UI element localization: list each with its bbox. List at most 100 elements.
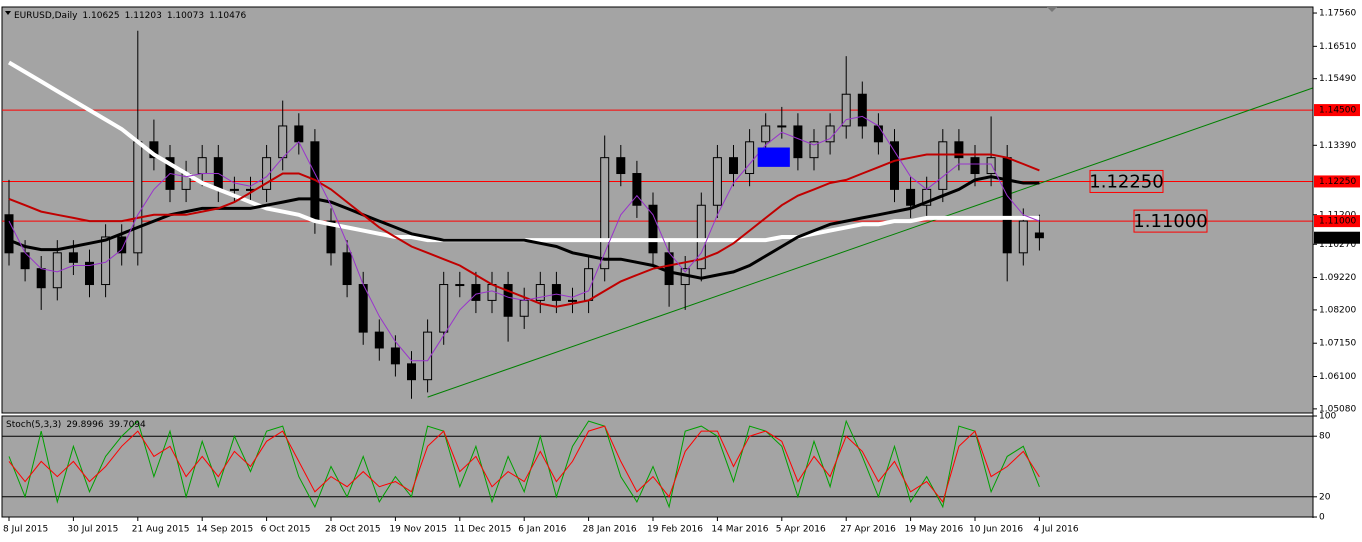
candle-body	[632, 173, 642, 206]
title: Stoch(5,3,3)	[6, 420, 61, 430]
level-tag	[1314, 104, 1360, 117]
candle-body	[1002, 157, 1012, 254]
panel-header: Stoch(5,3,3) 29.8996 39.7094	[6, 420, 146, 430]
y-tick-label: 1.05080	[1319, 404, 1356, 414]
x-tick-label: 6 Jan 2016	[518, 525, 566, 535]
candle-body	[664, 252, 674, 286]
candle-body	[761, 125, 771, 143]
x-tick-label: 4 Jul 2016	[1033, 525, 1078, 535]
candle-body	[262, 157, 272, 190]
y-tick-label: 1.08200	[1319, 305, 1356, 315]
y-tick-label: 1.15490	[1319, 74, 1356, 84]
candle-body	[407, 363, 416, 381]
candle-body	[36, 268, 46, 289]
candle-body	[600, 157, 610, 270]
rectangle-object	[757, 147, 790, 167]
level-box-label: 1.12250	[1089, 171, 1163, 192]
stoch-line	[8, 425, 1040, 503]
candle-body	[519, 299, 529, 317]
x-tick-label: 10 Jun 2016	[969, 525, 1023, 535]
y-tick-label: 1.06100	[1319, 372, 1356, 382]
moving-average	[8, 153, 1040, 308]
level-tag	[1314, 175, 1360, 188]
x-tick-label: 6 Oct 2015	[261, 525, 311, 535]
x-tick-label: 21 Aug 2015	[132, 525, 190, 535]
y-tick-label: 0	[1319, 513, 1325, 523]
x-tick-label: 19 Feb 2016	[647, 525, 703, 535]
candle-body	[938, 141, 948, 190]
candle-body	[197, 157, 207, 175]
panel-header: EURUSD,Daily 1.10625 1.11203 1.10073 1.10476	[14, 11, 247, 21]
candle-body	[793, 125, 803, 159]
y-tick-label: 100	[1319, 412, 1336, 422]
candle-body	[133, 141, 143, 254]
candle-body	[423, 331, 433, 381]
header-value: 1.10073	[167, 11, 204, 21]
candle-body	[374, 331, 384, 349]
candle-body	[616, 157, 626, 175]
header-value: 29.8996	[66, 420, 103, 430]
candle-body	[777, 125, 787, 128]
candle-body	[85, 261, 94, 286]
x-tick-label: 8 Jul 2015	[3, 525, 48, 535]
x-tick-label: 5 Apr 2016	[776, 525, 826, 535]
header-value: 1.10625	[82, 11, 119, 21]
moving-average	[8, 115, 1040, 362]
candle-body	[696, 204, 706, 270]
candle-body	[857, 93, 867, 127]
trendline	[427, 87, 1314, 398]
candle-body	[455, 284, 465, 287]
y-tick-label: 80	[1319, 432, 1331, 442]
candle-body	[890, 141, 899, 190]
stoch-line	[8, 419, 1040, 509]
menu-triangle	[5, 11, 11, 15]
candle-body	[1034, 232, 1044, 239]
y-tick-label: 1.13390	[1319, 141, 1356, 151]
axis-bg	[1314, 0, 1362, 542]
candle-body	[471, 284, 481, 301]
level-box-label: 1.11000	[1133, 211, 1207, 232]
header-value: 39.7094	[109, 420, 146, 430]
candle-body	[729, 157, 738, 175]
candle-body	[278, 125, 288, 159]
candle-body	[68, 252, 78, 263]
y-tick-label: 1.09220	[1319, 273, 1356, 283]
candle-body	[503, 284, 513, 317]
header-value: 1.10476	[209, 11, 246, 21]
candle-body	[809, 141, 819, 159]
y-tick-label: 1.07150	[1319, 339, 1356, 349]
candle-body	[906, 188, 916, 206]
x-tick-label: 28 Jan 2016	[583, 525, 637, 535]
candle-body	[1018, 220, 1028, 254]
level-tag-label: 1.14500	[1319, 106, 1356, 116]
x-tick-label: 14 Mar 2016	[711, 525, 768, 535]
level-box	[1133, 209, 1208, 233]
candle-body	[712, 157, 722, 206]
candle-body	[117, 236, 127, 254]
header-value: 1.11203	[125, 11, 162, 21]
candle-body	[954, 141, 964, 159]
y-tick-label: 1.10270	[1319, 240, 1356, 250]
moving-average	[8, 175, 1040, 280]
level-box	[1089, 169, 1164, 193]
x-tick-label: 19 May 2016	[905, 525, 964, 535]
x-tick-label: 11 Dec 2015	[454, 525, 512, 535]
candle-body	[229, 188, 239, 191]
x-tick-label: 14 Sep 2015	[196, 525, 253, 535]
price-tag	[1314, 231, 1360, 244]
x-tick-label: 28 Oct 2015	[325, 525, 381, 535]
candle-body	[745, 141, 755, 175]
stoch-panel	[1, 415, 1314, 518]
shift-marker	[1047, 7, 1057, 12]
y-tick-label: 1.17560	[1319, 9, 1356, 19]
x-tick-label: 27 Apr 2016	[840, 525, 896, 535]
candle-body	[390, 347, 400, 365]
candle-body	[358, 284, 368, 333]
x-tick-label: 19 Nov 2015	[389, 525, 447, 535]
candle-body	[294, 125, 304, 143]
level-tag-label: 1.12250	[1319, 177, 1356, 187]
title: EURUSD,Daily	[14, 11, 78, 21]
candle-body	[342, 252, 352, 286]
